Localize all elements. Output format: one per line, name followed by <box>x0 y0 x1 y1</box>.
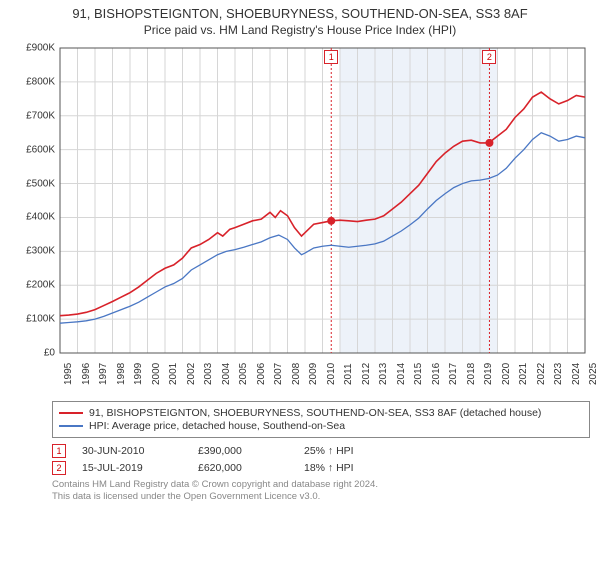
x-tick-label: 2024 <box>571 363 582 385</box>
x-tick-label: 2021 <box>518 363 529 385</box>
footer-line-2: This data is licensed under the Open Gov… <box>52 491 590 503</box>
x-tick-label: 1996 <box>81 363 92 385</box>
footer-attribution: Contains HM Land Registry data © Crown c… <box>52 479 590 504</box>
line-chart-svg <box>10 43 590 393</box>
x-tick-label: 2010 <box>326 363 337 385</box>
legend-label: HPI: Average price, detached house, Sout… <box>89 420 345 432</box>
footer-line-1: Contains HM Land Registry data © Crown c… <box>52 479 590 491</box>
x-tick-label: 2015 <box>413 363 424 385</box>
y-tick-label: £200K <box>26 280 55 291</box>
x-tick-label: 2014 <box>396 363 407 385</box>
x-tick-label: 2020 <box>501 363 512 385</box>
x-tick-label: 2013 <box>378 363 389 385</box>
event-marker-box: 1 <box>324 50 338 64</box>
event-number-box: 2 <box>52 461 66 475</box>
event-date: 30-JUN-2010 <box>82 445 182 457</box>
event-price: £390,000 <box>198 445 288 457</box>
x-tick-label: 2025 <box>588 363 599 385</box>
x-tick-label: 2017 <box>448 363 459 385</box>
title-line-1: 91, BISHOPSTEIGNTON, SHOEBURYNESS, SOUTH… <box>0 6 600 21</box>
y-tick-label: £700K <box>26 110 55 121</box>
chart-area: £0 £100K £200K £300K £400K £500K £600K £700K £80… <box>10 43 590 393</box>
event-marker-box: 2 <box>482 50 496 64</box>
event-date: 15-JUL-2019 <box>82 462 182 474</box>
x-tick-label: 2007 <box>273 363 284 385</box>
x-tick-label: 2000 <box>151 363 162 385</box>
legend-row: HPI: Average price, detached house, Sout… <box>59 420 583 432</box>
x-tick-label: 1995 <box>63 363 74 385</box>
x-tick-label: 2005 <box>238 363 249 385</box>
y-tick-label: £800K <box>26 76 55 87</box>
y-tick-label: £0 <box>44 348 55 359</box>
legend: 91, BISHOPSTEIGNTON, SHOEBURYNESS, SOUTH… <box>52 401 590 438</box>
x-tick-label: 2022 <box>536 363 547 385</box>
event-delta: 18% ↑ HPI <box>304 462 354 474</box>
x-tick-label: 2018 <box>466 363 477 385</box>
x-tick-label: 2008 <box>291 363 302 385</box>
x-tick-label: 1997 <box>98 363 109 385</box>
x-tick-label: 2009 <box>308 363 319 385</box>
y-tick-label: £600K <box>26 144 55 155</box>
legend-label: 91, BISHOPSTEIGNTON, SHOEBURYNESS, SOUTH… <box>89 407 541 419</box>
event-delta: 25% ↑ HPI <box>304 445 354 457</box>
x-tick-label: 2006 <box>256 363 267 385</box>
x-tick-label: 2023 <box>553 363 564 385</box>
legend-swatch <box>59 412 83 414</box>
event-number-box: 1 <box>52 444 66 458</box>
x-tick-label: 1999 <box>133 363 144 385</box>
event-price: £620,000 <box>198 462 288 474</box>
event-row: 1 30-JUN-2010 £390,000 25% ↑ HPI <box>52 444 590 458</box>
legend-swatch <box>59 425 83 427</box>
event-row: 2 15-JUL-2019 £620,000 18% ↑ HPI <box>52 461 590 475</box>
x-tick-label: 2004 <box>221 363 232 385</box>
x-tick-label: 2011 <box>343 363 354 385</box>
x-tick-label: 2019 <box>483 363 494 385</box>
x-tick-label: 1998 <box>116 363 127 385</box>
y-tick-label: £300K <box>26 246 55 257</box>
y-tick-label: £400K <box>26 212 55 223</box>
x-tick-label: 2012 <box>361 363 372 385</box>
y-tick-label: £900K <box>26 43 55 54</box>
x-tick-label: 2003 <box>203 363 214 385</box>
x-tick-label: 2001 <box>168 363 179 385</box>
y-tick-label: £100K <box>26 314 55 325</box>
y-tick-label: £500K <box>26 178 55 189</box>
x-tick-label: 2016 <box>431 363 442 385</box>
title-line-2: Price paid vs. HM Land Registry's House … <box>0 23 600 37</box>
events-table: 1 30-JUN-2010 £390,000 25% ↑ HPI 2 15-JUL-201… <box>52 444 590 475</box>
x-tick-label: 2002 <box>186 363 197 385</box>
legend-row: 91, BISHOPSTEIGNTON, SHOEBURYNESS, SOUTH… <box>59 407 583 419</box>
